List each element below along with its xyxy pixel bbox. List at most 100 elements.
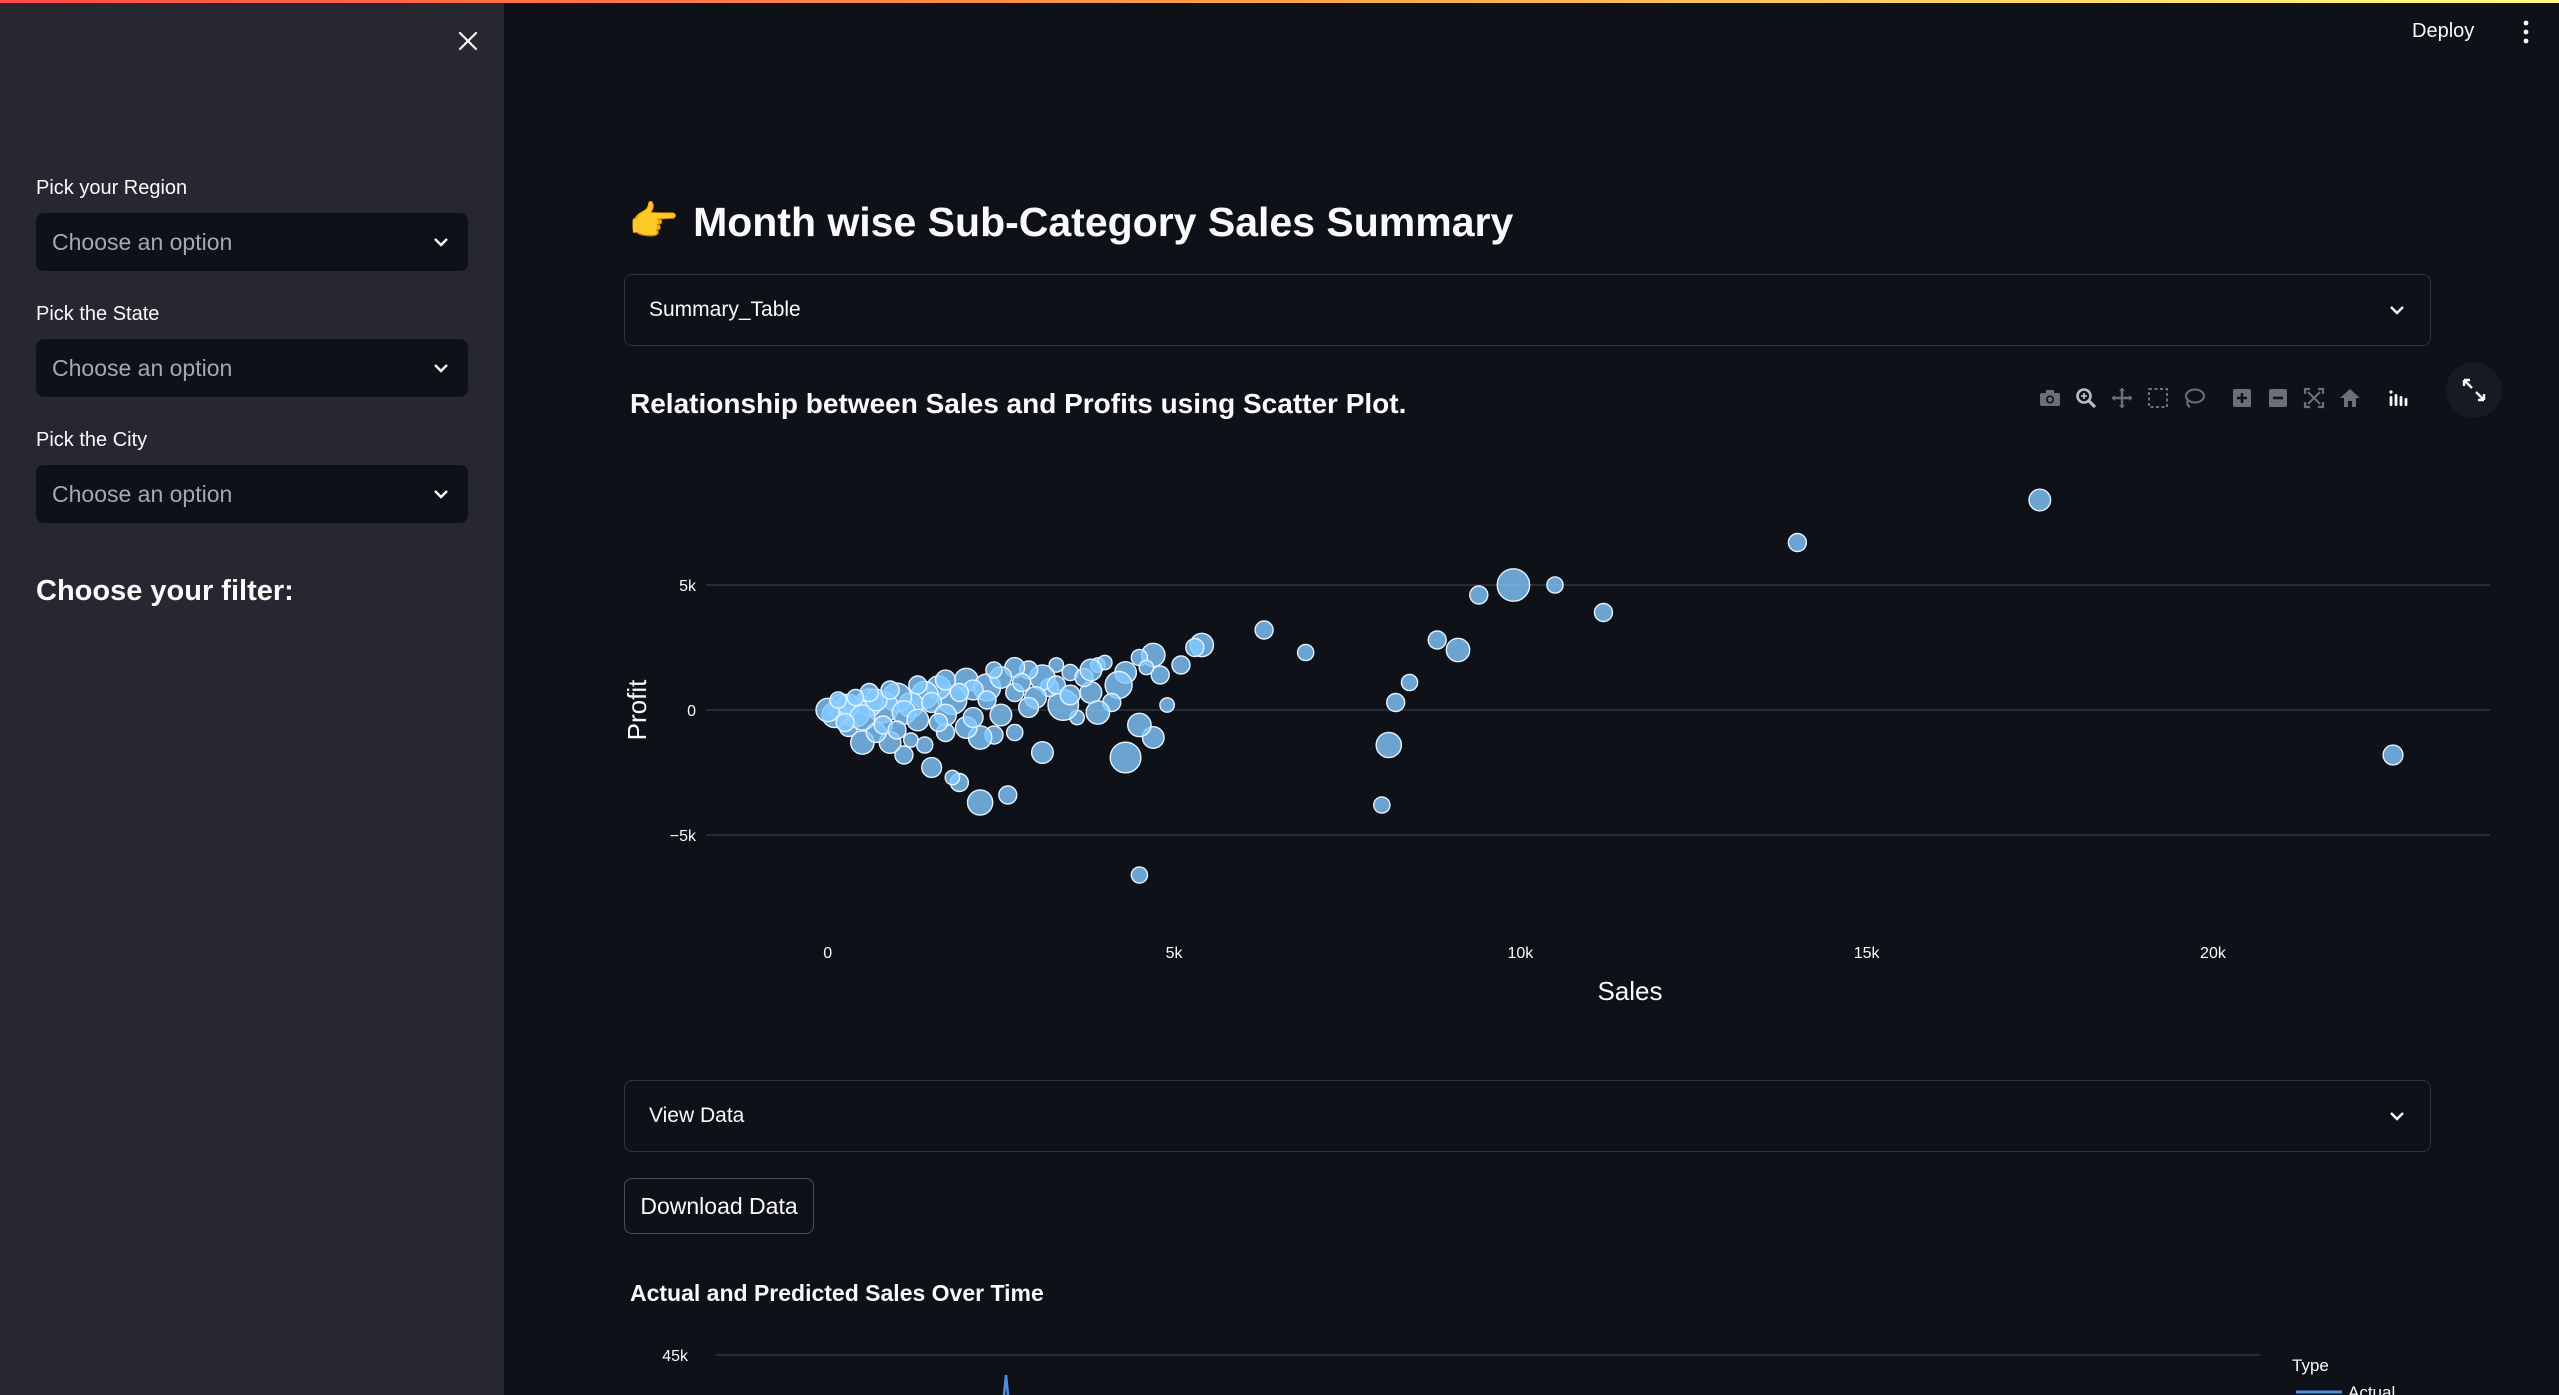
scatter-point[interactable] <box>1159 697 1176 713</box>
scatter-point[interactable] <box>906 708 930 732</box>
scatter-point[interactable] <box>1130 866 1149 884</box>
scatter-point[interactable] <box>989 703 1013 727</box>
scatter-point[interactable] <box>908 675 928 695</box>
scatter-point[interactable] <box>1427 630 1447 650</box>
scatter-point[interactable] <box>1254 620 1274 640</box>
region-select[interactable]: Choose an option <box>36 213 468 271</box>
box-select-icon[interactable] <box>2140 382 2176 414</box>
top-accent-bar <box>0 0 2559 3</box>
scatter-point[interactable] <box>846 688 865 707</box>
summary-table-expander-label: Summary_Table <box>649 298 801 321</box>
scatter-point[interactable] <box>962 706 984 729</box>
scatter-point[interactable] <box>921 756 943 779</box>
scatter-point[interactable] <box>1445 637 1471 663</box>
y-axis-label: Profit <box>622 679 652 740</box>
x-tick-label: 5k <box>1166 945 1184 962</box>
chevron-down-icon <box>434 238 448 247</box>
autoscale-icon[interactable] <box>2296 382 2332 414</box>
pan-icon[interactable] <box>2104 382 2140 414</box>
scatter-point[interactable] <box>1048 657 1065 673</box>
scatter-point[interactable] <box>1787 532 1808 553</box>
scatter-point[interactable] <box>921 691 943 714</box>
scatter-point[interactable] <box>985 661 1003 679</box>
scatter-point[interactable] <box>1109 741 1142 774</box>
y-tick-label: 5k <box>679 578 697 595</box>
scatter-point[interactable] <box>1171 655 1191 675</box>
kebab-menu-icon[interactable] <box>2516 18 2536 46</box>
lasso-select-icon[interactable] <box>2176 382 2212 414</box>
sidebar-close-button[interactable] <box>452 25 484 57</box>
scatter-point[interactable] <box>1496 568 1531 602</box>
download-data-button[interactable]: Download Data <box>624 1178 814 1234</box>
scatter-point[interactable] <box>1017 696 1040 719</box>
state-label: Pick the State <box>36 303 160 325</box>
city-label: Pick the City <box>36 429 148 451</box>
line-chart-series-actual <box>1002 1374 1010 1395</box>
chevron-down-icon <box>434 490 448 499</box>
view-data-expander[interactable]: View Data <box>624 1080 2431 1152</box>
modebar-spacer <box>2368 382 2380 414</box>
scatter-point[interactable] <box>1593 602 1614 623</box>
modebar-spacer <box>2212 382 2224 414</box>
chevron-down-icon <box>2390 306 2404 315</box>
state-select[interactable]: Choose an option <box>36 339 468 397</box>
scatter-point[interactable] <box>2382 744 2404 766</box>
zoom-out-icon[interactable] <box>2260 382 2296 414</box>
scatter-point[interactable] <box>1296 643 1315 662</box>
scatter-point[interactable] <box>1046 675 1067 695</box>
line-legend-title: Type <box>2292 1356 2329 1375</box>
scatter-point[interactable] <box>1079 658 1103 682</box>
plotly-logo-icon[interactable] <box>2380 382 2416 414</box>
scatter-point[interactable] <box>915 736 934 754</box>
scatter-chart[interactable]: 5k 0 −5k 0 5k 10k 15k 20k Sales Profit <box>620 420 2490 1020</box>
y-tick-label: 0 <box>687 703 696 720</box>
scatter-point[interactable] <box>1385 692 1406 713</box>
sidebar: Pick your Region Choose an option Pick t… <box>0 3 504 1395</box>
scatter-point[interactable] <box>880 680 900 700</box>
deploy-button[interactable]: Deploy <box>2412 20 2475 42</box>
scatter-point[interactable] <box>1127 712 1152 738</box>
summary-table-expander[interactable]: Summary_Table <box>624 274 2431 346</box>
scatter-point[interactable] <box>1138 659 1155 676</box>
scatter-point[interactable] <box>1469 585 1489 605</box>
y-tick-label: −5k <box>670 828 697 845</box>
scatter-point[interactable] <box>1085 700 1111 725</box>
scatter-point[interactable] <box>934 669 957 691</box>
scatter-point[interactable] <box>829 691 847 709</box>
scatter-point[interactable] <box>1185 637 1205 658</box>
line-chart[interactable]: 45k Type Actual <box>624 1335 2559 1395</box>
scatter-point[interactable] <box>1375 731 1403 759</box>
scatter-point[interactable] <box>1546 576 1564 594</box>
view-data-expander-label: View Data <box>649 1104 745 1127</box>
zoom-in-icon[interactable] <box>2224 382 2260 414</box>
scatter-point[interactable] <box>977 690 997 710</box>
scatter-point[interactable] <box>998 785 1018 805</box>
scatter-point[interactable] <box>1011 672 1032 693</box>
scatter-point[interactable] <box>2028 488 2052 512</box>
scatter-point[interactable] <box>1005 723 1024 742</box>
x-tick-label: 15k <box>1854 945 1881 962</box>
line-legend-item: Actual <box>2348 1383 2395 1395</box>
scatter-point[interactable] <box>1059 684 1081 706</box>
region-select-placeholder: Choose an option <box>52 228 233 255</box>
chart-axes: 5k 0 −5k 0 5k 10k 15k 20k Sales Profit <box>622 578 2227 1006</box>
scatter-point[interactable] <box>902 732 919 748</box>
scatter-point[interactable] <box>928 712 949 733</box>
city-select-placeholder: Choose an option <box>52 480 233 507</box>
reset-axes-icon[interactable] <box>2332 382 2368 414</box>
scatter-point[interactable] <box>1030 741 1054 765</box>
zoom-icon[interactable] <box>2068 382 2104 414</box>
camera-icon[interactable] <box>2032 382 2068 414</box>
scatter-point[interactable] <box>1150 665 1170 685</box>
scatter-point[interactable] <box>966 789 994 816</box>
scatter-point[interactable] <box>887 720 907 740</box>
scatter-point[interactable] <box>835 712 855 733</box>
scatter-chart-title: Relationship between Sales and Profits u… <box>630 388 1407 419</box>
scatter-point[interactable] <box>1400 673 1419 692</box>
city-select[interactable]: Choose an option <box>36 465 468 523</box>
fullscreen-button[interactable] <box>2446 362 2502 418</box>
scatter-point[interactable] <box>949 682 970 703</box>
scatter-point[interactable] <box>944 769 961 786</box>
scatter-point[interactable] <box>1373 796 1391 814</box>
scatter-point[interactable] <box>894 745 914 765</box>
